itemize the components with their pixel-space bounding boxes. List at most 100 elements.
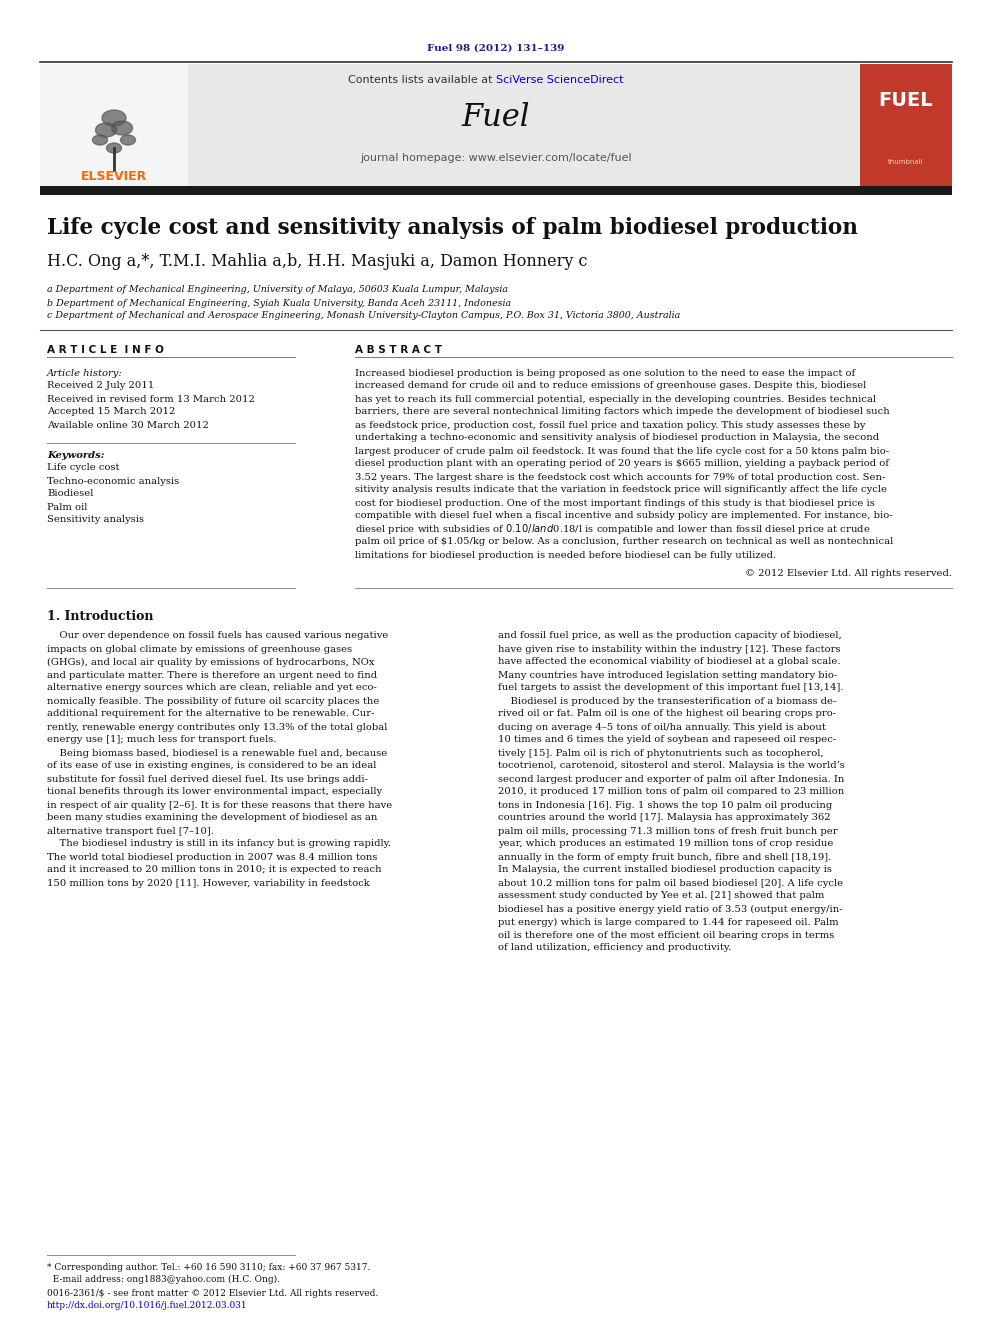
Ellipse shape [106, 143, 121, 153]
Text: has yet to reach its full commercial potential, especially in the developing cou: has yet to reach its full commercial pot… [355, 394, 876, 404]
Text: rived oil or fat. Palm oil is one of the highest oil bearing crops pro-: rived oil or fat. Palm oil is one of the… [498, 709, 836, 718]
Ellipse shape [111, 120, 133, 135]
Text: largest producer of crude palm oil feedstock. It was found that the life cycle c: largest producer of crude palm oil feeds… [355, 446, 889, 455]
Text: FUEL: FUEL [879, 90, 933, 110]
Text: impacts on global climate by emissions of greenhouse gases: impacts on global climate by emissions o… [47, 644, 352, 654]
Text: increased demand for crude oil and to reduce emissions of greenhouse gases. Desp: increased demand for crude oil and to re… [355, 381, 866, 390]
Text: put energy) which is large compared to 1.44 for rapeseed oil. Palm: put energy) which is large compared to 1… [498, 917, 838, 926]
Text: c Department of Mechanical and Aerospace Engineering, Monash University-Clayton : c Department of Mechanical and Aerospace… [47, 311, 681, 320]
Text: Accepted 15 March 2012: Accepted 15 March 2012 [47, 407, 176, 417]
Text: alternative energy sources which are clean, reliable and yet eco-: alternative energy sources which are cle… [47, 684, 377, 692]
Text: of its ease of use in existing engines, is considered to be an ideal: of its ease of use in existing engines, … [47, 762, 376, 770]
Text: countries around the world [17]. Malaysia has approximately 362: countries around the world [17]. Malaysi… [498, 814, 830, 823]
Text: In Malaysia, the current installed biodiesel production capacity is: In Malaysia, the current installed biodi… [498, 865, 832, 875]
Text: diesel price with subsidies of $0.10/l and $0.18/l is compatible and lower than : diesel price with subsidies of $0.10/l a… [355, 523, 871, 536]
Text: barriers, there are several nontechnical limiting factors which impede the devel: barriers, there are several nontechnical… [355, 407, 890, 417]
Ellipse shape [120, 135, 136, 146]
Text: cost for biodiesel production. One of the most important findings of this study : cost for biodiesel production. One of th… [355, 499, 875, 508]
Text: palm oil price of $1.05/kg or below. As a conclusion, further research on techni: palm oil price of $1.05/kg or below. As … [355, 537, 893, 546]
Text: sitivity analysis results indicate that the variation in feedstock price will si: sitivity analysis results indicate that … [355, 486, 887, 495]
Text: energy use [1]; much less for transport fuels.: energy use [1]; much less for transport … [47, 736, 277, 745]
Text: Palm oil: Palm oil [47, 503, 87, 512]
Text: Biodiesel is produced by the transesterification of a biomass de-: Biodiesel is produced by the transesteri… [498, 696, 836, 705]
Text: 2010, it produced 17 million tons of palm oil compared to 23 million: 2010, it produced 17 million tons of pal… [498, 787, 844, 796]
Text: substitute for fossil fuel derived diesel fuel. Its use brings addi-: substitute for fossil fuel derived diese… [47, 774, 368, 783]
Text: Biodiesel: Biodiesel [47, 490, 93, 499]
Text: diesel production plant with an operating period of 20 years is $665 million, yi: diesel production plant with an operatin… [355, 459, 889, 468]
Text: 1. Introduction: 1. Introduction [47, 610, 154, 623]
Text: Fuel: Fuel [461, 102, 531, 134]
Text: Contents lists available at: Contents lists available at [348, 75, 496, 85]
Text: of land utilization, efficiency and productivity.: of land utilization, efficiency and prod… [498, 943, 731, 953]
Text: about 10.2 million tons for palm oil based biodiesel [20]. A life cycle: about 10.2 million tons for palm oil bas… [498, 878, 843, 888]
Text: © 2012 Elsevier Ltd. All rights reserved.: © 2012 Elsevier Ltd. All rights reserved… [745, 569, 952, 578]
Text: additional requirement for the alternative to be renewable. Cur-: additional requirement for the alternati… [47, 709, 375, 718]
Text: as feedstock price, production cost, fossil fuel price and taxation policy. This: as feedstock price, production cost, fos… [355, 421, 865, 430]
Text: journal homepage: www.elsevier.com/locate/fuel: journal homepage: www.elsevier.com/locat… [360, 153, 632, 163]
Text: SciVerse ScienceDirect: SciVerse ScienceDirect [496, 75, 624, 85]
Text: Life cycle cost: Life cycle cost [47, 463, 119, 472]
Text: ducing on average 4–5 tons of oil/ha annually. This yield is about: ducing on average 4–5 tons of oil/ha ann… [498, 722, 826, 732]
Text: (GHGs), and local air quality by emissions of hydrocarbons, NOx: (GHGs), and local air quality by emissio… [47, 658, 375, 667]
Text: rently, renewable energy contributes only 13.3% of the total global: rently, renewable energy contributes onl… [47, 722, 387, 732]
Text: tional benefits through its lower environmental impact, especially: tional benefits through its lower enviro… [47, 787, 382, 796]
Text: A R T I C L E  I N F O: A R T I C L E I N F O [47, 345, 164, 355]
Text: tons in Indonesia [16]. Fig. 1 shows the top 10 palm oil producing: tons in Indonesia [16]. Fig. 1 shows the… [498, 800, 832, 810]
Text: tocotrienol, carotenoid, sitosterol and sterol. Malaysia is the world’s: tocotrienol, carotenoid, sitosterol and … [498, 762, 845, 770]
Text: b Department of Mechanical Engineering, Syiah Kuala University, Banda Aceh 23111: b Department of Mechanical Engineering, … [47, 299, 511, 307]
Text: palm oil mills, processing 71.3 million tons of fresh fruit bunch per: palm oil mills, processing 71.3 million … [498, 827, 837, 836]
Text: Keywords:: Keywords: [47, 451, 104, 460]
Text: alternative transport fuel [7–10].: alternative transport fuel [7–10]. [47, 827, 214, 836]
Ellipse shape [102, 110, 126, 126]
Text: compatible with diesel fuel when a fiscal incentive and subsidy policy are imple: compatible with diesel fuel when a fisca… [355, 512, 893, 520]
Text: been many studies examining the development of biodiesel as an: been many studies examining the developm… [47, 814, 377, 823]
Text: 0016-2361/$ - see front matter © 2012 Elsevier Ltd. All rights reserved.: 0016-2361/$ - see front matter © 2012 El… [47, 1289, 378, 1298]
Ellipse shape [95, 123, 116, 138]
Text: limitations for biodiesel production is needed before biodiesel can be fully uti: limitations for biodiesel production is … [355, 550, 776, 560]
Text: annually in the form of empty fruit bunch, fibre and shell [18,19].: annually in the form of empty fruit bunc… [498, 852, 831, 861]
Text: Life cycle cost and sensitivity analysis of palm biodiesel production: Life cycle cost and sensitivity analysis… [47, 217, 858, 239]
Text: E-mail address: ong1883@yahoo.com (H.C. Ong).: E-mail address: ong1883@yahoo.com (H.C. … [47, 1274, 280, 1283]
FancyBboxPatch shape [40, 64, 188, 187]
Text: Techno-economic analysis: Techno-economic analysis [47, 476, 180, 486]
Text: and fossil fuel price, as well as the production capacity of biodiesel,: and fossil fuel price, as well as the pr… [498, 631, 842, 640]
Text: biodiesel has a positive energy yield ratio of 3.53 (output energy/in-: biodiesel has a positive energy yield ra… [498, 905, 842, 914]
Text: year, which produces an estimated 19 million tons of crop residue: year, which produces an estimated 19 mil… [498, 840, 833, 848]
Text: thumbnail: thumbnail [888, 159, 924, 165]
Text: Sensitivity analysis: Sensitivity analysis [47, 516, 144, 524]
Text: second largest producer and exporter of palm oil after Indonesia. In: second largest producer and exporter of … [498, 774, 844, 783]
Text: Received in revised form 13 March 2012: Received in revised form 13 March 2012 [47, 394, 255, 404]
FancyBboxPatch shape [860, 64, 952, 187]
Text: undertaking a techno-economic and sensitivity analysis of biodiesel production i: undertaking a techno-economic and sensit… [355, 434, 879, 442]
Text: tively [15]. Palm oil is rich of phytonutrients such as tocopherol,: tively [15]. Palm oil is rich of phytonu… [498, 749, 823, 758]
Text: Article history:: Article history: [47, 369, 123, 377]
Text: nomically feasible. The possibility of future oil scarcity places the: nomically feasible. The possibility of f… [47, 696, 379, 705]
Text: ELSEVIER: ELSEVIER [81, 171, 147, 184]
Text: Received 2 July 2011: Received 2 July 2011 [47, 381, 154, 390]
FancyBboxPatch shape [40, 187, 952, 194]
Text: Fuel 98 (2012) 131–139: Fuel 98 (2012) 131–139 [428, 44, 564, 53]
Text: Many countries have introduced legislation setting mandatory bio-: Many countries have introduced legislati… [498, 671, 837, 680]
Text: H.C. Ong a,*, T.M.I. Mahlia a,b, H.H. Masjuki a, Damon Honnery c: H.C. Ong a,*, T.M.I. Mahlia a,b, H.H. Ma… [47, 254, 587, 270]
Text: fuel targets to assist the development of this important fuel [13,14].: fuel targets to assist the development o… [498, 684, 843, 692]
Text: have affected the economical viability of biodiesel at a global scale.: have affected the economical viability o… [498, 658, 840, 667]
Text: http://dx.doi.org/10.1016/j.fuel.2012.03.031: http://dx.doi.org/10.1016/j.fuel.2012.03… [47, 1301, 248, 1310]
Text: and particulate matter. There is therefore an urgent need to find: and particulate matter. There is therefo… [47, 671, 377, 680]
Text: Available online 30 March 2012: Available online 30 March 2012 [47, 421, 209, 430]
Text: and it increased to 20 million tons in 2010; it is expected to reach: and it increased to 20 million tons in 2… [47, 865, 382, 875]
Text: a Department of Mechanical Engineering, University of Malaya, 50603 Kuala Lumpur: a Department of Mechanical Engineering, … [47, 286, 508, 295]
Text: The biodiesel industry is still in its infancy but is growing rapidly.: The biodiesel industry is still in its i… [47, 840, 391, 848]
Text: Increased biodiesel production is being proposed as one solution to the need to : Increased biodiesel production is being … [355, 369, 855, 377]
Text: 150 million tons by 2020 [11]. However, variability in feedstock: 150 million tons by 2020 [11]. However, … [47, 878, 370, 888]
Text: Being biomass based, biodiesel is a renewable fuel and, because: Being biomass based, biodiesel is a rene… [47, 749, 387, 758]
Text: oil is therefore one of the most efficient oil bearing crops in terms: oil is therefore one of the most efficie… [498, 930, 834, 939]
Text: assessment study conducted by Yee et al. [21] showed that palm: assessment study conducted by Yee et al.… [498, 892, 824, 901]
Text: in respect of air quality [2–6]. It is for these reasons that there have: in respect of air quality [2–6]. It is f… [47, 800, 392, 810]
Text: The world total biodiesel production in 2007 was 8.4 million tons: The world total biodiesel production in … [47, 852, 377, 861]
FancyBboxPatch shape [40, 64, 952, 187]
Text: 10 times and 6 times the yield of soybean and rapeseed oil respec-: 10 times and 6 times the yield of soybea… [498, 736, 836, 745]
Text: Our over dependence on fossil fuels has caused various negative: Our over dependence on fossil fuels has … [47, 631, 389, 640]
Text: have given rise to instability within the industry [12]. These factors: have given rise to instability within th… [498, 644, 840, 654]
Text: A B S T R A C T: A B S T R A C T [355, 345, 442, 355]
Ellipse shape [92, 135, 107, 146]
